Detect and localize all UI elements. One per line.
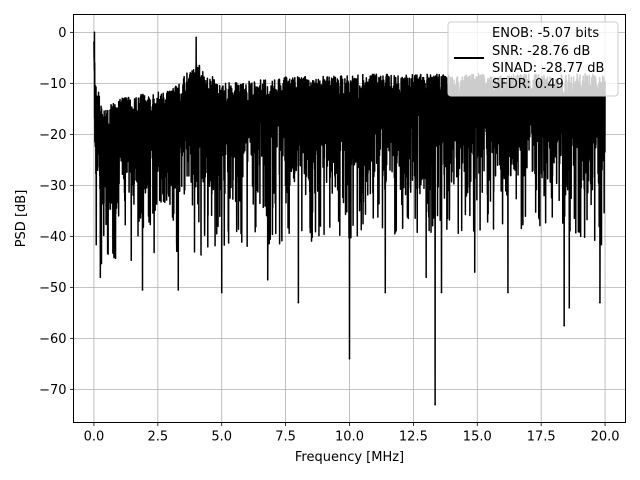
y-tick-label: −30 xyxy=(39,179,66,194)
psd-dip-point xyxy=(141,289,144,291)
y-axis-label: PSD [dB] xyxy=(14,190,29,248)
psd-dip-point xyxy=(177,289,180,291)
legend-text-sinad: SINAD: -28.77 dB xyxy=(492,61,604,76)
legend-text-enob: ENOB: -5.07 bits xyxy=(492,26,599,41)
y-tick-label: 0 xyxy=(58,26,66,41)
psd-dip-point xyxy=(473,271,476,273)
y-tick-label: −10 xyxy=(39,77,66,92)
x-tick-label: 15.0 xyxy=(463,430,492,445)
x-tick-label: 17.5 xyxy=(527,430,556,445)
psd-dip-point xyxy=(266,278,269,281)
psd-dip-point xyxy=(384,291,387,294)
x-tick-label: 10.0 xyxy=(335,430,364,445)
psd-dip-point xyxy=(99,276,102,278)
x-tick-label: 5.0 xyxy=(211,430,232,445)
psd-series xyxy=(93,31,606,406)
y-tick-label: −40 xyxy=(39,230,66,245)
psd-dip-point xyxy=(297,301,300,304)
x-tick-label: 2.5 xyxy=(147,430,168,445)
legend-text-snr: SNR: -28.76 dB xyxy=(492,44,590,59)
psd-dip-point xyxy=(220,291,223,294)
psd-dip-point xyxy=(599,301,601,304)
x-tick-label: 20.0 xyxy=(591,430,620,445)
psd-dip-point xyxy=(563,324,565,327)
psd-dip-point xyxy=(434,403,436,406)
psd-dip-point xyxy=(507,291,509,294)
x-axis-label: Frequency [MHz] xyxy=(295,450,404,465)
legend-box xyxy=(447,21,619,97)
y-tick-label: −20 xyxy=(39,128,66,143)
psd-peak-point xyxy=(195,36,197,39)
psd-dip-point xyxy=(425,276,427,278)
psd-dip-point xyxy=(440,291,443,294)
psd-dip-point xyxy=(348,357,351,360)
y-tick-label: −50 xyxy=(39,281,66,296)
psd-dip-point xyxy=(568,306,571,309)
y-tick-label: −70 xyxy=(39,383,66,398)
ticks: 0.0 2.5 5.0 7.5 10.0 12.5 15.0 17.5 20.0 0 −10 −20 −… xyxy=(39,26,619,445)
x-tick-label: 0.0 xyxy=(84,430,105,445)
legend-text-sfdr: SFDR: 0.49 xyxy=(492,77,564,92)
legend: ENOB: -5.07 bits SNR: -28.76 dB SINAD: -… xyxy=(447,21,619,97)
x-tick-label: 12.5 xyxy=(399,430,428,445)
y-tick-label: −60 xyxy=(39,332,66,347)
psd-peak-point xyxy=(93,31,96,34)
x-tick-label: 7.5 xyxy=(275,430,296,445)
